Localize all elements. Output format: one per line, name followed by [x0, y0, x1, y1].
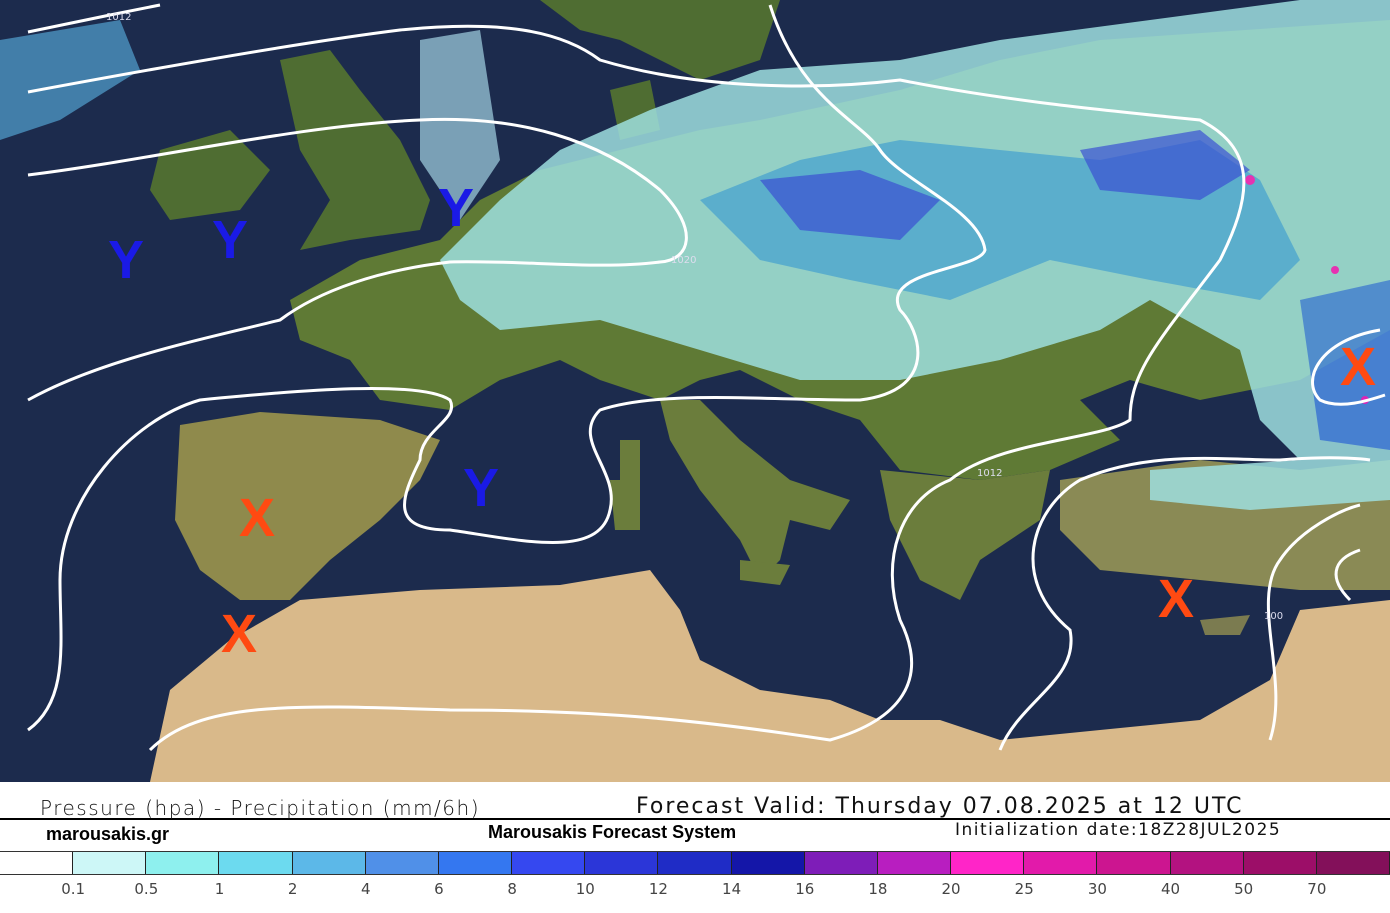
- colorbar-label: 4: [361, 880, 371, 898]
- forecast-valid: Forecast Valid: Thursday 07.08.2025 at 1…: [636, 794, 1244, 819]
- isobar-labels: 1012 1020 1012 100: [106, 12, 1283, 622]
- pressure-markers: Y Y Y Y X X X X: [108, 178, 1376, 664]
- colorbar-bin: [365, 852, 439, 874]
- colorbar-label: 20: [941, 880, 961, 898]
- colorbar-label: 14: [722, 880, 742, 898]
- isobars: [27, 3, 1386, 752]
- colorbar-bin: [1097, 852, 1171, 874]
- weather-map: 1012 1020 1012 100 Y Y Y Y X X X X: [0, 0, 1390, 782]
- high-pressure-marker: Y: [463, 458, 499, 518]
- colorbar-label: 1: [214, 880, 225, 898]
- isobar: [1311, 328, 1386, 406]
- colorbar-label: 70: [1307, 880, 1327, 898]
- colorbar-label: 50: [1234, 880, 1254, 898]
- low-pressure-marker: X: [221, 604, 257, 664]
- colorbar-bin: [951, 852, 1025, 874]
- colorbar-bin: [1170, 852, 1244, 874]
- colorbar-label: 0.5: [134, 880, 159, 898]
- colorbar-label: 6: [434, 880, 444, 898]
- colorbar-bin: [658, 852, 732, 874]
- precipitation-colorbar: [0, 851, 1390, 875]
- colorbar-bin: [73, 852, 147, 874]
- isobar-label: 1012: [106, 12, 131, 23]
- colorbar-label: 30: [1087, 880, 1107, 898]
- colorbar-bin: [146, 852, 220, 874]
- system-name: Marousakis Forecast System: [488, 822, 737, 842]
- isobar: [27, 3, 161, 34]
- low-pressure-marker: X: [239, 488, 275, 548]
- map-title: Pressure (hpa) - Precipitation (mm/6h): [40, 796, 480, 820]
- isobar: [1334, 548, 1361, 602]
- colorbar-bin: [512, 852, 586, 874]
- colorbar-label: 25: [1014, 880, 1034, 898]
- colorbar-label: 2: [287, 880, 298, 898]
- colorbar-label: 18: [868, 880, 888, 898]
- colorbar-bin: [585, 852, 659, 874]
- colorbar-bin: [877, 852, 952, 874]
- colorbar-bin: [292, 852, 366, 874]
- colorbar-bin: [1243, 852, 1317, 874]
- colorbar-bin: [1316, 852, 1390, 874]
- colorbar-bin: [219, 852, 293, 874]
- isobar-label: 1012: [977, 468, 1002, 479]
- colorbar-label: 40: [1160, 880, 1181, 898]
- colorbar-label: 12: [648, 880, 668, 898]
- isobar: [998, 456, 1371, 751]
- colorbar-bin: [731, 852, 805, 874]
- colorbar-bin: [438, 852, 513, 874]
- isobar: [27, 24, 1246, 752]
- isobar: [27, 4, 987, 732]
- high-pressure-marker: Y: [438, 178, 474, 238]
- colorbar-label: 16: [795, 880, 815, 898]
- colorbar-label: 0.1: [61, 880, 86, 898]
- site-name: marousakis.gr: [46, 824, 170, 844]
- colorbar-bin: [1024, 852, 1098, 874]
- map-header: Pressure (hpa) - Precipitation (mm/6h) F…: [0, 782, 1390, 820]
- colorbar-label: 8: [507, 880, 517, 898]
- isobar: [1266, 503, 1361, 741]
- colorbar-label: 10: [575, 880, 595, 898]
- low-pressure-marker: X: [1158, 569, 1194, 629]
- high-pressure-marker: Y: [108, 230, 144, 290]
- initialization-date: Initialization date:18Z28JUL2025: [955, 820, 1282, 840]
- isobar-label: 1020: [671, 255, 696, 266]
- high-pressure-marker: Y: [212, 210, 248, 270]
- colorbar-labels: 0.1 0.5 1 2 4 6 8 10 12 14 16 18 20 25 30 40 50 70: [0, 880, 1390, 902]
- low-pressure-marker: X: [1340, 337, 1376, 397]
- colorbar-bin: [804, 852, 878, 874]
- isobar: [27, 117, 688, 402]
- colorbar-bin: [0, 852, 74, 874]
- isobar-label: 100: [1264, 611, 1283, 622]
